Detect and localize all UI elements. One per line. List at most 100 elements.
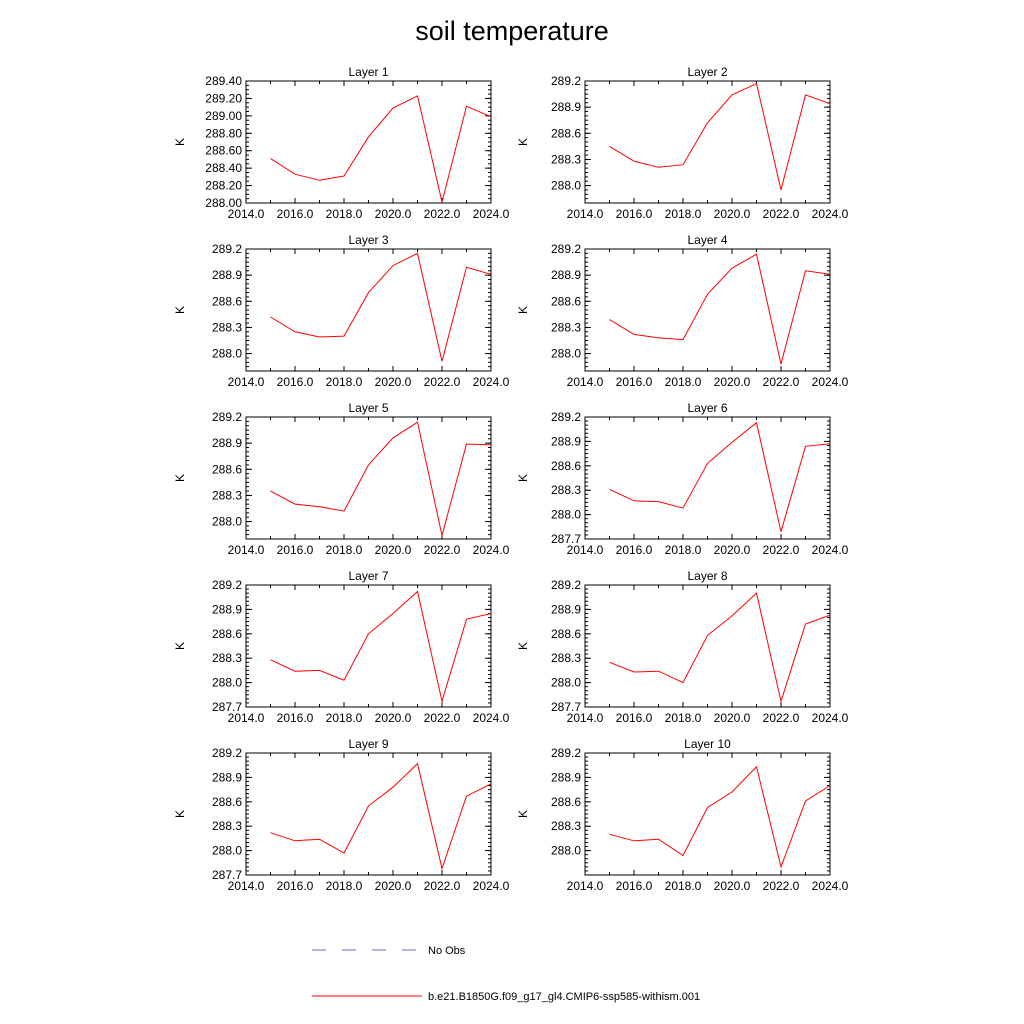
y-tick-label: 289.2 [212, 410, 242, 424]
y-tick-label: 289.2 [551, 74, 581, 88]
y-tick-label: 288.3 [551, 320, 581, 334]
x-tick-label: 2024.0 [812, 879, 849, 893]
y-tick-label: 288.0 [551, 508, 581, 522]
y-axis-label: K [516, 642, 530, 650]
x-tick-label: 2016.0 [277, 879, 314, 893]
x-tick-label: 2016.0 [616, 543, 653, 557]
y-tick-label: 288.0 [551, 676, 581, 690]
legend-no-obs-label: No Obs [428, 945, 466, 957]
series-line [270, 421, 492, 536]
panel-layer-4: Layer 4 2014.0 2016.0 2018.0 2020.0 2022.0 202… [516, 233, 849, 389]
plot-frame [245, 80, 492, 204]
x-tick-label: 2014.0 [228, 207, 265, 221]
y-tick-label: 288.6 [551, 459, 581, 473]
y-tick-label: 288.40 [205, 161, 242, 175]
y-tick-label: 288.0 [212, 676, 242, 690]
x-tick-label: 2014.0 [228, 543, 265, 557]
y-tick-label: 288.3 [212, 819, 242, 833]
y-tick-label: 289.00 [205, 109, 242, 123]
y-tick-label: 289.2 [551, 578, 581, 592]
x-tick-label: 2022.0 [763, 879, 800, 893]
y-axis-label: K [516, 138, 530, 146]
y-tick-label: 288.80 [205, 126, 242, 140]
panel-title: Layer 2 [687, 65, 727, 79]
plot-frame [584, 752, 831, 876]
x-tick-label: 2020.0 [375, 879, 412, 893]
x-tick-label: 2020.0 [714, 711, 751, 725]
x-tick-label: 2024.0 [473, 711, 510, 725]
x-tick-label: 2014.0 [567, 207, 604, 221]
y-tick-label: 288.9 [551, 268, 581, 282]
x-tick-label: 2018.0 [326, 207, 363, 221]
series-line [270, 762, 492, 871]
panel-layer-2: Layer 2 2014.0 2016.0 2018.0 2020.0 2022.0 202… [516, 65, 849, 221]
y-tick-label: 287.7 [551, 532, 581, 546]
y-tick-label: 288.9 [212, 268, 242, 282]
x-tick-label: 2020.0 [714, 543, 751, 557]
panel-layer-5: Layer 5 2014.0 2016.0 2018.0 2020.0 2022.0 202… [173, 401, 510, 557]
x-tick-label: 2018.0 [665, 543, 702, 557]
x-tick-label: 2014.0 [567, 375, 604, 389]
x-tick-label: 2020.0 [375, 207, 412, 221]
x-tick-label: 2016.0 [277, 543, 314, 557]
y-tick-label: 288.3 [551, 651, 581, 665]
x-tick-label: 2016.0 [616, 375, 653, 389]
y-tick-label: 288.60 [205, 144, 242, 158]
panel-layer-1: Layer 1 2014.0 2016.0 2018.0 2020.0 2022.0 202… [173, 65, 510, 221]
y-tick-label: 288.6 [551, 795, 581, 809]
panel-layer-8: Layer 8 2014.0 2016.0 2018.0 2020.0 2022.0 202… [516, 569, 849, 725]
y-axis-label: K [173, 642, 187, 650]
x-tick-label: 2022.0 [424, 543, 461, 557]
panel-title: Layer 5 [348, 401, 388, 415]
panel-title: Layer 3 [348, 233, 388, 247]
plot-frame [245, 416, 492, 540]
y-axis-label: K [516, 306, 530, 314]
panel-title: Layer 8 [687, 569, 727, 583]
x-tick-label: 2016.0 [277, 207, 314, 221]
x-tick-label: 2018.0 [665, 375, 702, 389]
y-tick-label: 289.2 [212, 242, 242, 256]
y-tick-label: 288.0 [551, 347, 581, 361]
y-tick-label: 288.9 [212, 602, 242, 616]
y-tick-label: 288.00 [205, 196, 242, 210]
plot-frame [584, 248, 831, 372]
y-tick-label: 289.2 [212, 578, 242, 592]
x-tick-label: 2018.0 [326, 711, 363, 725]
x-tick-label: 2024.0 [473, 375, 510, 389]
y-tick-label: 288.6 [551, 294, 581, 308]
x-tick-label: 2022.0 [763, 207, 800, 221]
series-line [609, 253, 831, 365]
x-tick-label: 2014.0 [228, 879, 265, 893]
y-tick-label: 288.20 [205, 179, 242, 193]
x-tick-label: 2020.0 [375, 543, 412, 557]
x-tick-label: 2022.0 [763, 711, 800, 725]
panel-title: Layer 1 [348, 65, 388, 79]
y-tick-label: 288.3 [551, 483, 581, 497]
legend-model-label: b.e21.B1850G.f09_g17_gl4.CMIP6-ssp585-wi… [428, 991, 700, 1003]
panels: Layer 1 2014.0 2016.0 2018.0 2020.0 2022.0 202… [173, 65, 849, 893]
x-tick-label: 2020.0 [375, 375, 412, 389]
x-tick-label: 2024.0 [473, 207, 510, 221]
y-tick-label: 287.7 [551, 700, 581, 714]
plot-frame [245, 752, 492, 876]
panel-layer-6: Layer 6 2014.0 2016.0 2018.0 2020.0 2022.0 202… [516, 401, 849, 557]
x-tick-label: 2018.0 [665, 711, 702, 725]
x-tick-label: 2024.0 [812, 711, 849, 725]
x-tick-label: 2022.0 [763, 543, 800, 557]
y-tick-label: 288.9 [212, 770, 242, 784]
series-line [270, 252, 492, 362]
y-tick-label: 288.3 [212, 488, 242, 502]
y-tick-label: 289.2 [551, 410, 581, 424]
y-axis-label: K [173, 306, 187, 314]
series-line [270, 590, 492, 704]
x-tick-label: 2016.0 [277, 375, 314, 389]
panel-layer-10: Layer 10 2014.0 2016.0 2018.0 2020.0 2022.0 20… [516, 737, 849, 893]
y-tick-label: 288.9 [212, 436, 242, 450]
x-tick-label: 2018.0 [326, 375, 363, 389]
y-tick-label: 288.0 [212, 844, 242, 858]
y-tick-label: 288.6 [212, 294, 242, 308]
y-tick-label: 288.6 [212, 627, 242, 641]
y-axis-label: K [173, 474, 187, 482]
legend: No Obs b.e21.B1850G.f09_g17_gl4.CMIP6-ss… [312, 945, 700, 1003]
x-tick-label: 2014.0 [228, 375, 265, 389]
